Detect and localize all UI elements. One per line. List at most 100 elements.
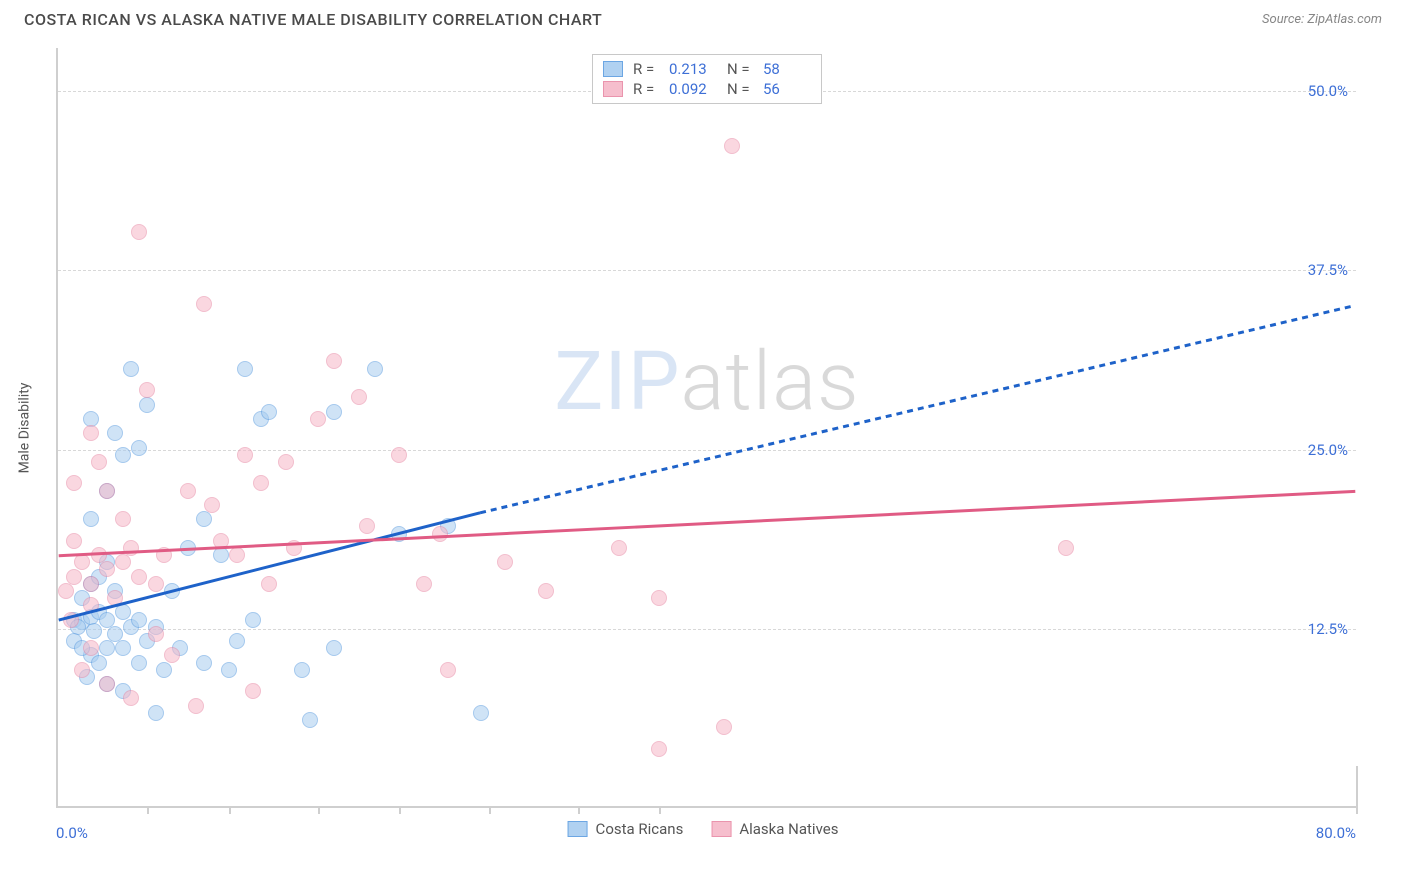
x-tick — [318, 806, 320, 814]
trend-lines — [58, 48, 1356, 806]
data-point — [237, 361, 253, 377]
data-point — [99, 483, 115, 499]
data-point — [213, 547, 229, 563]
data-point — [367, 361, 383, 377]
data-point — [91, 655, 107, 671]
legend-label-1: Alaska Natives — [739, 820, 838, 838]
data-point — [156, 662, 172, 678]
data-point — [326, 404, 342, 420]
data-point — [538, 583, 554, 599]
legend-n-value-0: 58 — [763, 60, 811, 78]
data-point — [83, 597, 99, 613]
data-point — [79, 669, 95, 685]
legend-n-label: N = — [727, 60, 753, 78]
legend-label-0: Costa Ricans — [596, 820, 684, 838]
data-point — [83, 609, 99, 625]
data-point — [83, 511, 99, 527]
data-point — [1058, 540, 1074, 556]
data-point — [148, 576, 164, 592]
legend-n-value-1: 56 — [763, 80, 811, 98]
data-point — [432, 526, 448, 542]
legend-r-value-1: 0.092 — [669, 80, 717, 98]
data-point — [74, 640, 90, 656]
data-point — [139, 382, 155, 398]
legend-swatch-bottom-1 — [711, 821, 731, 837]
data-point — [221, 662, 237, 678]
chart-title: COSTA RICAN VS ALASKA NATIVE MALE DISABI… — [24, 10, 602, 29]
data-point — [66, 569, 82, 585]
data-point — [83, 647, 99, 663]
data-point — [294, 662, 310, 678]
data-point — [229, 633, 245, 649]
series-legend: Costa Ricans Alaska Natives — [568, 820, 839, 838]
data-point — [107, 425, 123, 441]
data-point — [99, 483, 115, 499]
data-point — [91, 454, 107, 470]
data-point — [245, 612, 261, 628]
data-point — [83, 425, 99, 441]
data-point — [261, 404, 277, 420]
data-point — [164, 583, 180, 599]
legend-item-costa-ricans: Costa Ricans — [568, 820, 684, 838]
data-point — [391, 526, 407, 542]
legend-swatch-bottom-0 — [568, 821, 588, 837]
data-point — [716, 719, 732, 735]
data-point — [253, 475, 269, 491]
data-point — [91, 547, 107, 563]
data-point — [651, 741, 667, 757]
data-point — [326, 353, 342, 369]
data-point — [99, 561, 115, 577]
data-point — [91, 604, 107, 620]
legend-r-label: R = — [633, 80, 659, 98]
source-label: Source: ZipAtlas.com — [1262, 12, 1382, 27]
data-point — [99, 612, 115, 628]
gridline — [58, 629, 1356, 630]
legend-row-costa-rican: R = 0.213 N = 58 — [603, 59, 811, 79]
y-tick-label: 12.5% — [1308, 620, 1348, 638]
x-tick — [489, 806, 491, 814]
data-point — [66, 633, 82, 649]
x-tick — [229, 806, 231, 814]
data-point — [74, 554, 90, 570]
gridline — [58, 270, 1356, 271]
x-tick-end — [1356, 766, 1358, 814]
data-point — [139, 633, 155, 649]
data-point — [107, 583, 123, 599]
data-point — [196, 296, 212, 312]
data-point — [123, 690, 139, 706]
data-point — [253, 411, 269, 427]
data-point — [229, 547, 245, 563]
data-point — [188, 698, 204, 714]
data-point — [196, 655, 212, 671]
data-point — [196, 511, 212, 527]
data-point — [440, 662, 456, 678]
y-tick-label: 37.5% — [1308, 261, 1348, 279]
data-point — [473, 705, 489, 721]
data-point — [83, 576, 99, 592]
x-tick — [147, 806, 149, 814]
data-point — [115, 554, 131, 570]
data-point — [180, 483, 196, 499]
data-point — [724, 138, 740, 154]
data-point — [99, 554, 115, 570]
data-point — [164, 647, 180, 663]
data-point — [115, 604, 131, 620]
data-point — [156, 547, 172, 563]
x-tick — [399, 806, 401, 814]
y-tick-label: 50.0% — [1308, 82, 1348, 100]
x-tick — [578, 806, 580, 814]
data-point — [326, 640, 342, 656]
data-point — [497, 554, 513, 570]
data-point — [213, 533, 229, 549]
data-point — [172, 640, 188, 656]
data-point — [131, 655, 147, 671]
data-point — [83, 640, 99, 656]
data-point — [302, 712, 318, 728]
legend-n-label: N = — [727, 80, 753, 98]
data-point — [131, 612, 147, 628]
correlation-legend: R = 0.213 N = 58 R = 0.092 N = 56 — [592, 54, 822, 104]
chart-plot-area: ZIPatlas R = 0.213 N = 58 R = 0.092 N = … — [56, 48, 1356, 808]
legend-r-value-0: 0.213 — [669, 60, 717, 78]
y-axis-label: Male Disability — [16, 383, 32, 474]
data-point — [139, 397, 155, 413]
